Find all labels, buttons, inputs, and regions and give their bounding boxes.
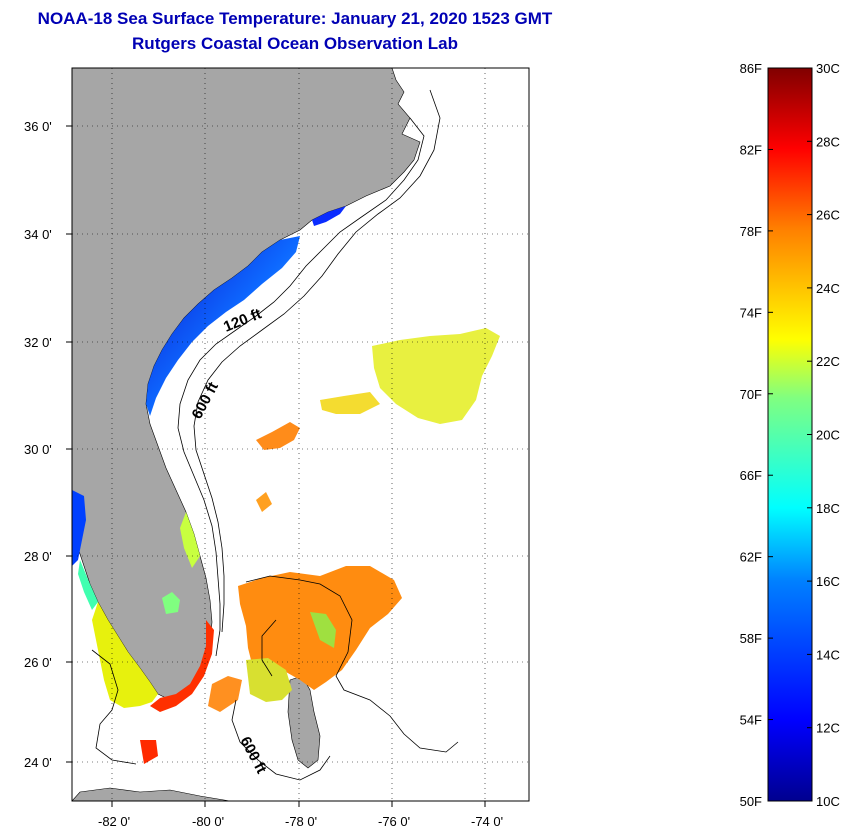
colorbar-f-label: 54F [740, 713, 762, 728]
lon-label-74: -74 0' [471, 814, 503, 829]
colorbar-f-label: 70F [740, 387, 762, 402]
colorbar-f-label: 58F [740, 631, 762, 646]
colorbar-c-label: 26C [816, 208, 840, 223]
cuba-landmass [72, 787, 231, 801]
coastal-cold-water-north [312, 206, 346, 226]
lat-label-34: 34 0' [24, 227, 52, 242]
colorbar-c-label: 24C [816, 281, 840, 296]
lat-label-30: 30 0' [24, 442, 52, 457]
grid [72, 68, 529, 801]
okeechobee [162, 592, 180, 614]
bahamas-yellow-water [246, 658, 292, 702]
map-title: NOAA-18 Sea Surface Temperature: January… [37, 9, 553, 28]
colorbar-f-label: 82F [740, 142, 762, 157]
lat-label-32: 32 0' [24, 335, 52, 350]
colorbar-c-label: 12C [816, 721, 840, 736]
lat-label-24: 24 0' [24, 755, 52, 770]
contour-120ft [177, 117, 425, 657]
lat-label-36: 36 0' [24, 119, 52, 134]
colorbar-f-label: 62F [740, 550, 762, 565]
colorbar-c-label: 20C [816, 428, 840, 443]
colorbar-c-label: 18C [816, 501, 840, 516]
lat-label-26: 26 0' [24, 655, 52, 670]
florida-strait-warm [208, 676, 242, 712]
florida-bay-warm [92, 602, 158, 708]
colorbar-c-label: 28C [816, 134, 840, 149]
florida-east-warm [180, 512, 200, 568]
lon-label-76: -76 0' [378, 814, 410, 829]
colorbar-fahrenheit-labels: 86F 82F 78F 74F 70F 66F 62F 58F 54F 50F [740, 61, 762, 809]
offshore-warm-east [372, 328, 500, 424]
colorbar-ticks [768, 67, 812, 802]
colorbar-f-label: 86F [740, 61, 762, 76]
gulf-cold-water [72, 490, 86, 566]
lon-label-82: -82 0' [98, 814, 130, 829]
lon-label-80: -80 0' [192, 814, 224, 829]
florida-keys-warm [150, 620, 214, 712]
colorbar [767, 67, 813, 802]
gulf-stream-patch-2 [256, 492, 272, 512]
offshore-yellow-tail [320, 392, 380, 414]
colorbar-c-label: 10C [816, 794, 840, 809]
colorbar-f-label: 66F [740, 468, 762, 483]
map-subtitle: Rutgers Coastal Ocean Observation Lab [132, 34, 458, 53]
map-frame [71, 67, 530, 802]
colorbar-f-label: 50F [740, 794, 762, 809]
lat-label-28: 28 0' [24, 549, 52, 564]
contour-bahamas [91, 575, 459, 781]
colorbar-c-label: 30C [816, 61, 840, 76]
south-red-spot [140, 740, 158, 764]
gulf-stream-patch-1 [256, 422, 300, 450]
colorbar-c-label: 16C [816, 574, 840, 589]
colorbar-f-label: 78F [740, 224, 762, 239]
colorbar-c-label: 22C [816, 354, 840, 369]
contour-600ft [193, 89, 441, 633]
colorbar-f-label: 74F [740, 305, 762, 320]
colorbar-celsius-labels: 30C 28C 26C 24C 22C 20C 18C 16C 14C 12C 10C [816, 61, 840, 809]
bahamas-green-shallows [310, 612, 336, 648]
coastal-cold-water [146, 236, 300, 416]
colorbar-c-label: 14C [816, 647, 840, 662]
bahamas-andros [287, 675, 321, 769]
gulf-teal-water [78, 560, 98, 610]
us-landmass [72, 68, 421, 701]
map-ticks [66, 125, 486, 807]
lon-label-78: -78 0' [285, 814, 317, 829]
